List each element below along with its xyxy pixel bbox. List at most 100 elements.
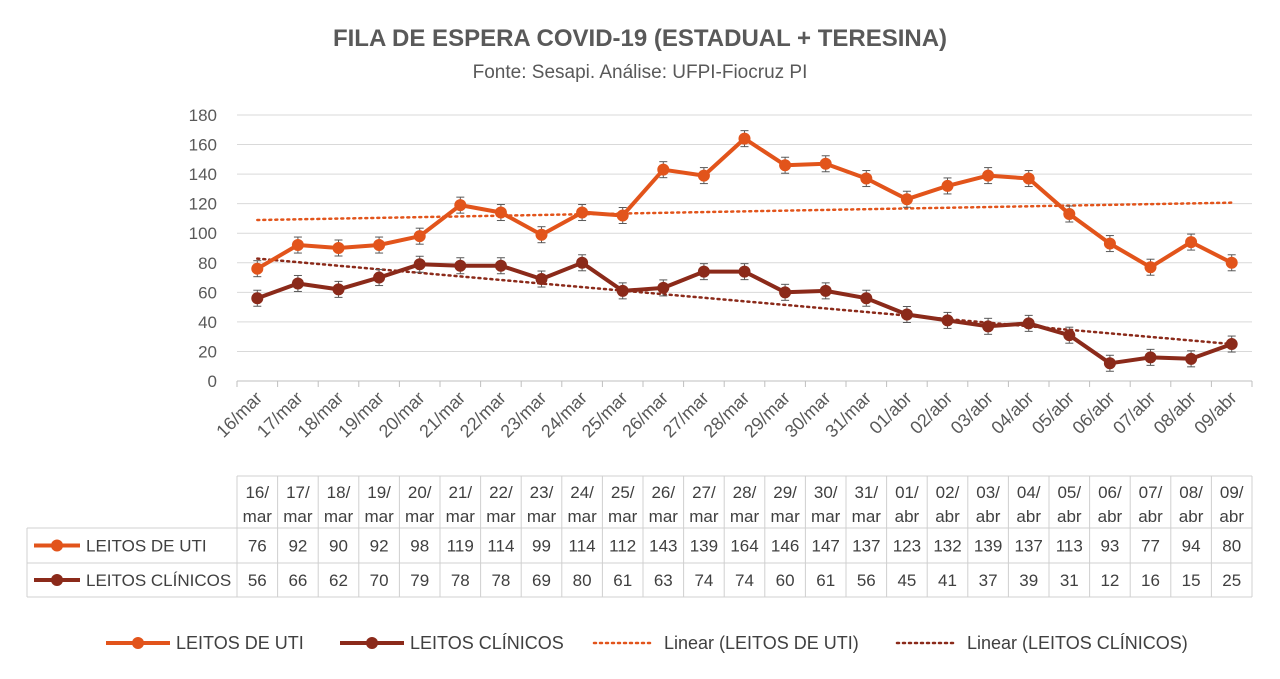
table-cell: 113 [1056,537,1083,556]
table-cell: 92 [288,537,307,556]
table-row-label: LEITOS DE UTI [86,537,207,556]
table-header-cell: 21/ [448,483,472,502]
table-header-cell: 22/ [489,483,513,502]
table-cell: 139 [690,537,718,556]
data-point-2 [616,284,629,297]
table-header-cell: 25/ [611,483,635,502]
data-point-1 [1225,256,1238,269]
series-lines [251,130,1238,372]
data-point-2 [1185,352,1198,365]
y-tick-label: 60 [198,283,217,302]
table-cell: 66 [288,571,307,590]
y-tick-label: 140 [189,165,217,184]
data-point-2 [779,286,792,299]
data-point-1 [697,169,710,182]
table-header-cell: mar [446,507,476,526]
data-point-1 [1185,236,1198,249]
table-row-label: LEITOS CLÍNICOS [86,571,231,590]
table-cell: 76 [248,537,267,556]
data-point-2 [1022,317,1035,330]
legend-label: LEITOS DE UTI [176,633,304,653]
table-cell: 123 [893,537,921,556]
gridlines [237,114,1252,382]
table-header-cell: 20/ [408,483,432,502]
data-point-2 [535,273,548,286]
data-point-2 [860,292,873,305]
data-point-2 [251,292,264,305]
table-cell: 41 [938,571,957,590]
x-tick-label: 02/abr [906,388,956,438]
x-axis: 16/mar17/mar18/mar19/mar20/mar21/mar22/m… [212,381,1253,442]
table-header-cell: 28/ [733,483,757,502]
x-tick-label: 09/abr [1190,388,1240,438]
data-point-1 [616,209,629,222]
y-tick-label: 120 [189,195,217,214]
table-header-cell: mar [324,507,354,526]
table-cell: 74 [694,571,713,590]
data-point-1 [900,193,913,206]
data-point-2 [576,256,589,269]
table-header-cell: mar [527,507,557,526]
table-cell: 37 [979,571,998,590]
table-row-key-marker [51,574,63,586]
table-cell: 74 [735,571,754,590]
data-point-2 [454,259,467,272]
data-point-2 [332,283,345,296]
x-tick-label: 06/abr [1068,388,1118,438]
table-cell: 132 [933,537,961,556]
table-header-cell: 03/ [976,483,1000,502]
x-tick-label: 31/mar [821,388,875,442]
table-cell: 80 [1222,537,1241,556]
y-tick-label: 0 [208,372,217,391]
table-cell: 112 [609,537,636,556]
table-header-cell: 05/ [1057,483,1081,502]
y-tick-label: 80 [198,254,217,273]
table-cell: 90 [329,537,348,556]
legend-key-marker [132,637,144,649]
data-point-1 [657,163,670,176]
table-cell: 45 [897,571,916,590]
table-cell: 60 [776,571,795,590]
y-tick-label: 20 [198,342,217,361]
table-header-cell: 02/ [936,483,960,502]
data-point-2 [982,320,995,333]
table-cell: 137 [1015,537,1043,556]
data-point-1 [576,206,589,219]
table-cell: 63 [654,571,673,590]
table-cell: 99 [532,537,551,556]
table-header-cell: mar [364,507,394,526]
table-header-cell: 01/ [895,483,919,502]
data-point-2 [413,258,426,271]
data-point-1 [413,230,426,243]
table-cell: 31 [1060,571,1079,590]
table-header-cell: 07/ [1139,483,1163,502]
table-header-cell: mar [811,507,841,526]
table-header-cell: 29/ [773,483,797,502]
table-header-cell: mar [852,507,882,526]
data-point-1 [860,172,873,185]
data-point-2 [1225,338,1238,351]
data-point-2 [657,281,670,294]
table-header-cell: mar [730,507,760,526]
legend-label: Linear (LEITOS CLÍNICOS) [967,633,1188,653]
table-header-cell: abr [1098,507,1123,526]
x-tick-label: 05/abr [1028,388,1078,438]
table-header-cell: mar [770,507,800,526]
table-cell: 25 [1222,571,1241,590]
data-table: 16/mar 17/mar 18/mar 19/mar 20/mar 21/mar 22/m… [26,475,1253,598]
legend: LEITOS DE UTI LEITOS CLÍNICOS Linear (LEIT… [106,633,1188,653]
data-point-2 [697,265,710,278]
table-cell: 78 [491,571,510,590]
legend-label: Linear (LEITOS DE UTI) [664,633,859,653]
data-point-1 [332,242,345,254]
y-tick-label: 160 [189,136,217,155]
table-cell: 114 [569,537,596,556]
table-cell: 146 [771,537,799,556]
table-header-cell: 26/ [651,483,675,502]
data-point-1 [535,228,548,241]
table-header-cell: abr [1057,507,1082,526]
table-cell: 16 [1141,571,1160,590]
data-point-1 [738,132,751,145]
table-header-cell: abr [976,507,1001,526]
x-tick-label: 03/abr [947,388,997,438]
